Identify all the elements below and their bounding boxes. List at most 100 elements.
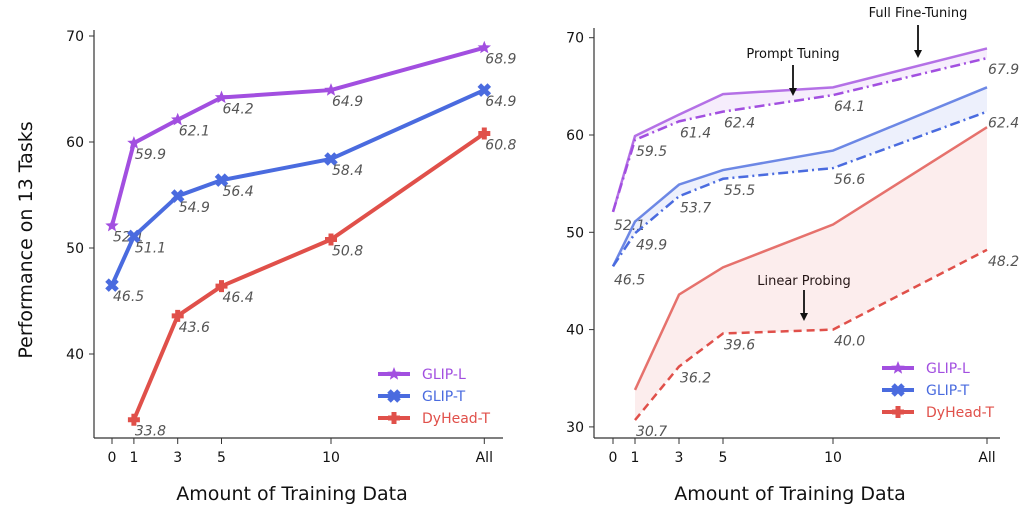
glip-t-data-label: 62.4 [988, 116, 1019, 132]
glip-l-data-label: 59.5 [636, 144, 667, 160]
glip-t-data-label: 55.5 [724, 183, 755, 199]
left-x-tick-label: 1 [129, 450, 138, 466]
glip-l-data-label: 59.9 [135, 147, 166, 163]
right-x-tick-label: 0 [609, 450, 618, 466]
left-x-tick-label: 10 [322, 450, 340, 466]
left-legend-dyhead-t: DyHead-T [422, 411, 490, 427]
left-x-tick-label: 5 [217, 450, 226, 466]
glip-l-marker [171, 112, 185, 126]
arrow-head-0 [914, 50, 922, 58]
glip-t-marker [127, 229, 141, 244]
glip-l-marker [477, 40, 491, 54]
glip-l-marker [127, 136, 141, 149]
dyhead-t-marker [127, 413, 140, 426]
glip-t-marker [170, 189, 185, 203]
arrow-head-1 [789, 88, 797, 96]
annotation-linear-probing: Linear Probing [757, 274, 851, 289]
glip-t-data-label: 56.4 [223, 184, 254, 200]
left-y-tick-label: 40 [66, 347, 84, 363]
dyhead-t-full-finetune-line [633, 126, 988, 391]
left-x-tick-label: 3 [173, 450, 182, 466]
right-legend-marker [891, 383, 905, 397]
dyhead-t-data-label: 43.6 [179, 320, 210, 336]
left-legend-glip-t: GLIP-T [422, 389, 466, 405]
dyhead-t-marker [325, 233, 337, 246]
glip-l-marker [214, 90, 229, 104]
glip-l-data-label: 68.9 [485, 52, 516, 68]
glip-l-gap-fill [613, 48, 987, 212]
glip-t-full-finetune-line [611, 86, 988, 267]
glip-t-data-label: 49.9 [636, 237, 667, 253]
glip-t-marker [214, 173, 229, 187]
left-legend-marker [387, 389, 401, 403]
dyhead-t-data-label: 60.8 [485, 138, 516, 154]
glip-t-data-label: 58.4 [332, 163, 363, 179]
glip-t-data-label: 46.5 [614, 272, 645, 288]
glip-t-marker [477, 83, 492, 97]
glip-l-data-label: 64.9 [332, 94, 363, 110]
glip-l-data-label: 62.1 [179, 124, 210, 140]
right-y-tick-label: 50 [566, 225, 584, 241]
right-x-tick-label: 3 [675, 450, 684, 466]
right-legend-glip-l: GLIP-L [926, 361, 970, 377]
glip-l-data-label: 67.9 [988, 62, 1019, 78]
right-y-tick-label: 60 [566, 128, 584, 144]
dyhead-t-dashed-line [634, 248, 988, 421]
right-x-tick-label: 1 [631, 450, 640, 466]
glip-l-data-label: 64.2 [223, 101, 254, 117]
right-x-axis-label: Amount of Training Data [674, 483, 905, 505]
right-legend-marker [892, 406, 904, 418]
right-legend-glip-t: GLIP-T [926, 383, 970, 399]
right-x-tick-label: 5 [719, 450, 728, 466]
dyhead-t-marker [215, 280, 228, 293]
glip-t-dashdot-line [611, 110, 988, 268]
glip-t-data-label: 46.5 [113, 289, 144, 305]
glip-t-data-label: 54.9 [179, 200, 210, 216]
right-legend-marker [891, 361, 905, 374]
glip-t-line [110, 88, 486, 286]
glip-l-marker [105, 218, 119, 232]
right-legend-dyhead-t: DyHead-T [926, 405, 994, 421]
left-x-axis-label: Amount of Training Data [176, 483, 407, 505]
dyhead-t-data-label: 33.8 [135, 424, 166, 440]
annotation-full-fine-tuning: Full Fine-Tuning [869, 6, 968, 21]
left-y-tick-label: 50 [66, 241, 84, 257]
dyhead-t-data-label: 48.2 [988, 254, 1019, 270]
glip-t-gap-fill [613, 87, 987, 267]
dyhead-t-data-label: 36.2 [680, 371, 711, 387]
glip-t-marker [324, 152, 338, 166]
glip-t-data-label: 51.1 [135, 240, 166, 256]
right-x-tick-label: All [978, 450, 995, 466]
glip-t-data-label: 64.9 [485, 94, 516, 110]
dyhead-t-gap-fill [635, 127, 987, 421]
left-legend-glip-l: GLIP-L [422, 367, 466, 383]
y-axis-label: Performance on 13 Tasks [15, 121, 37, 358]
right-y-tick-label: 30 [566, 420, 584, 436]
dyhead-t-data-label: 30.7 [636, 424, 667, 440]
left-legend-marker [387, 367, 401, 380]
dyhead-t-data-label: 46.4 [223, 290, 254, 306]
right-y-tick-label: 70 [566, 31, 584, 47]
glip-t-data-label: 56.6 [834, 172, 865, 188]
dyhead-t-data-label: 40.0 [834, 334, 865, 350]
arrow-head-2 [800, 313, 808, 321]
glip-l-line [110, 45, 485, 227]
left-y-tick-label: 60 [66, 135, 84, 151]
glip-l-dashdot-line [611, 56, 988, 213]
glip-l-data-label: 64.1 [834, 99, 865, 115]
glip-l-data-label: 62.4 [724, 116, 755, 132]
left-x-tick-label: All [476, 450, 493, 466]
dyhead-t-data-label: 50.8 [332, 244, 363, 260]
right-y-tick-label: 40 [566, 323, 584, 339]
right-x-tick-label: 10 [824, 450, 842, 466]
glip-t-marker [105, 278, 119, 292]
annotation-prompt-tuning: Prompt Tuning [746, 47, 839, 62]
left-y-tick-label: 70 [66, 29, 84, 45]
glip-l-data-label: 61.4 [680, 125, 711, 141]
dyhead-t-marker [171, 309, 184, 322]
left-x-tick-label: 0 [108, 450, 117, 466]
glip-l-marker [324, 83, 338, 96]
dyhead-t-marker [478, 127, 491, 140]
glip-t-data-label: 53.7 [680, 200, 711, 216]
